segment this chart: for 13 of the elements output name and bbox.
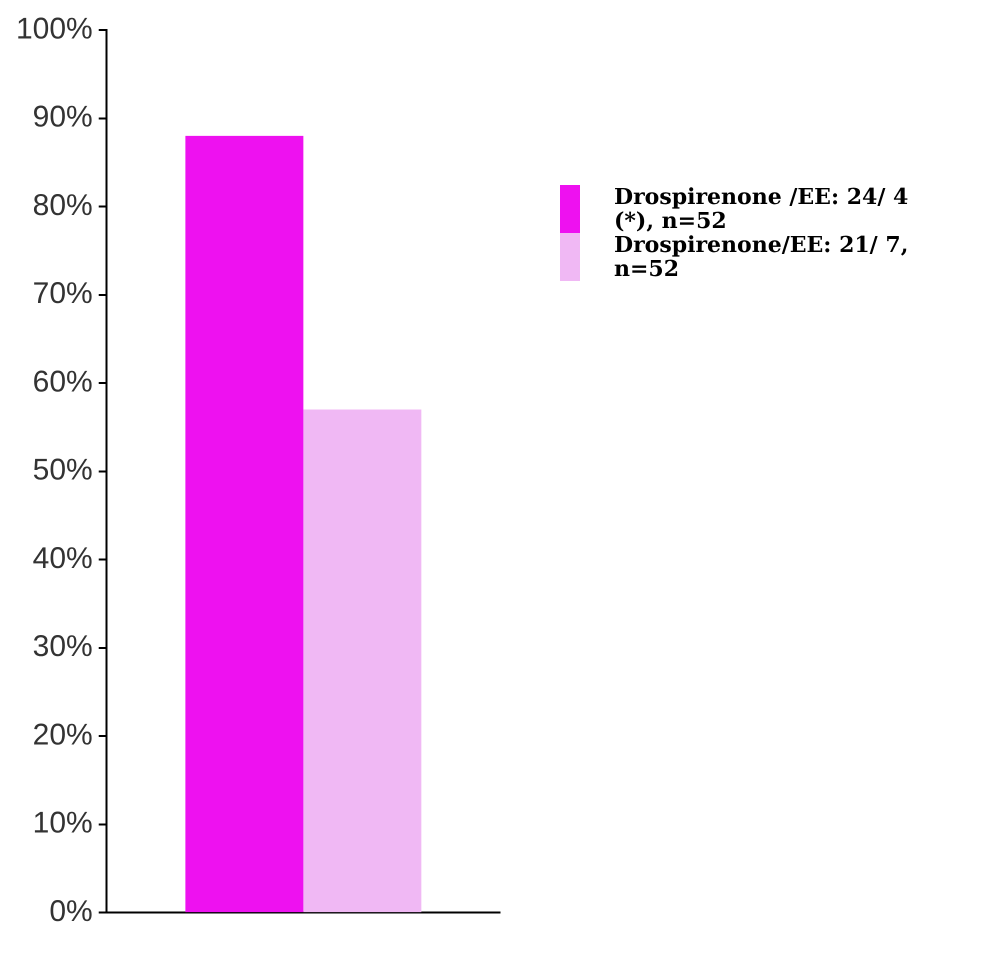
legend-label: Drospirenone /EE: 24/ 4 (*), n=52: [614, 184, 910, 234]
y-tick-label: 10%: [32, 806, 93, 840]
y-tick-label: 0%: [49, 894, 93, 928]
y-tick-label: 40%: [32, 542, 93, 575]
y-tick-label: 30%: [32, 630, 93, 664]
y-tick-label: 20%: [32, 718, 93, 752]
y-tick-label: 60%: [32, 365, 93, 398]
y-tick-label: 100%: [16, 12, 93, 46]
y-tick-label: 90%: [32, 100, 93, 134]
legend-label: Drospirenone/EE: 21/ 7, n=52: [614, 232, 910, 282]
y-tick-label: 50%: [32, 454, 93, 487]
y-tick-label: 80%: [32, 188, 93, 222]
y-tick-label: 70%: [32, 277, 93, 310]
